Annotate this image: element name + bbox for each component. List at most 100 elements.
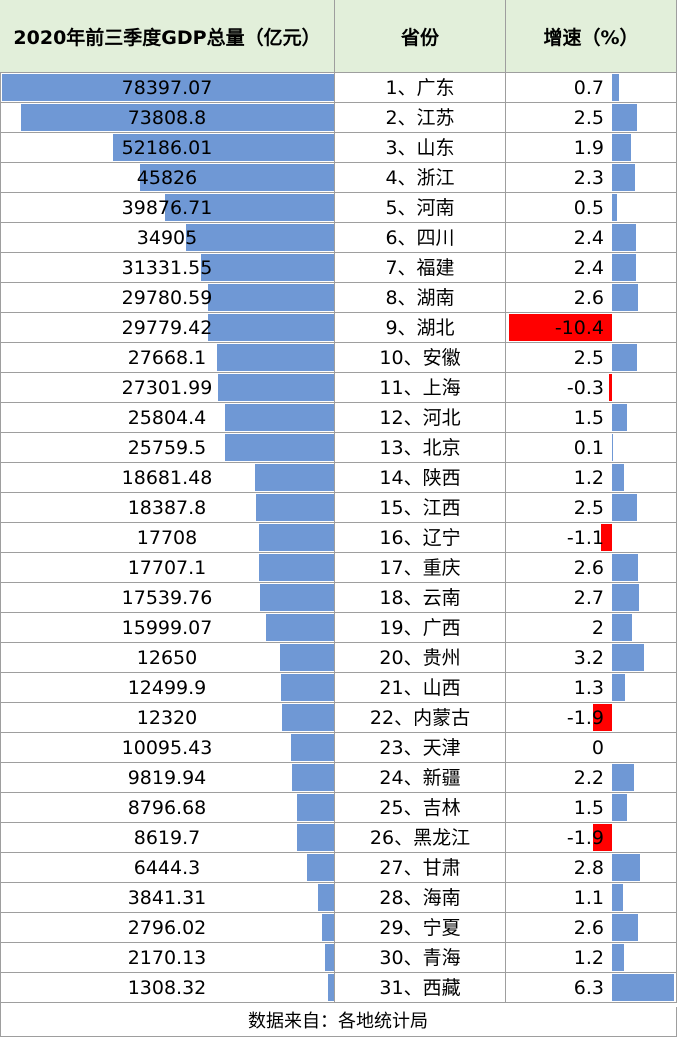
gdp-bar xyxy=(256,494,334,521)
table-row: 12650 20、贵州 3.2 xyxy=(0,643,677,673)
province-cell: 14、陕西 xyxy=(335,463,506,493)
province-cell: 17、重庆 xyxy=(335,553,506,583)
growth-cell: -1.1 xyxy=(506,523,677,553)
growth-value: 0.1 xyxy=(573,437,604,459)
gdp-bar xyxy=(318,884,334,911)
table-row: 15999.07 19、广西 2 xyxy=(0,613,677,643)
province-cell: 29、宁夏 xyxy=(335,913,506,943)
gdp-bar xyxy=(225,404,334,431)
table-row: 17539.76 18、云南 2.7 xyxy=(0,583,677,613)
gdp-cell: 39876.71 xyxy=(0,193,335,223)
growth-bar-positive xyxy=(612,254,636,281)
province-column-header: 省份 xyxy=(335,0,506,73)
gdp-bar xyxy=(280,644,334,671)
growth-bar-positive xyxy=(612,344,637,371)
growth-cell: 2.5 xyxy=(506,103,677,133)
growth-cell: 1.2 xyxy=(506,943,677,973)
growth-value: 2.5 xyxy=(573,107,604,129)
growth-value: 2.8 xyxy=(573,857,604,879)
gdp-bar xyxy=(325,944,334,971)
gdp-value: 8619.7 xyxy=(133,827,201,849)
gdp-value: 29779.42 xyxy=(121,317,213,339)
growth-value: 1.2 xyxy=(573,947,604,969)
gdp-cell: 34905 xyxy=(0,223,335,253)
province-cell: 21、山西 xyxy=(335,673,506,703)
province-cell: 20、贵州 xyxy=(335,643,506,673)
growth-cell: 2.3 xyxy=(506,163,677,193)
growth-value: 2.2 xyxy=(573,767,604,789)
growth-cell: 1.5 xyxy=(506,403,677,433)
growth-cell: 2.2 xyxy=(506,763,677,793)
gdp-cell: 1308.32 xyxy=(0,973,335,1003)
gdp-value: 25759.5 xyxy=(127,437,207,459)
growth-value: 2.5 xyxy=(573,347,604,369)
gdp-value: 27668.1 xyxy=(127,347,207,369)
gdp-cell: 15999.07 xyxy=(0,613,335,643)
province-cell: 7、福建 xyxy=(335,253,506,283)
growth-bar-positive xyxy=(612,434,613,461)
growth-value: 6.3 xyxy=(573,977,604,999)
gdp-value: 31331.55 xyxy=(121,257,213,279)
growth-cell: -1.9 xyxy=(506,823,677,853)
growth-value: 3.2 xyxy=(573,647,604,669)
growth-bar-positive xyxy=(612,764,634,791)
growth-bar-positive xyxy=(612,164,635,191)
growth-cell: 2.4 xyxy=(506,223,677,253)
table-row: 25759.5 13、北京 0.1 xyxy=(0,433,677,463)
growth-cell: 0.7 xyxy=(506,73,677,103)
gdp-cell: 18681.48 xyxy=(0,463,335,493)
growth-cell: 1.9 xyxy=(506,133,677,163)
gdp-value: 39876.71 xyxy=(121,197,213,219)
province-cell: 9、湖北 xyxy=(335,313,506,343)
growth-value: 0.7 xyxy=(573,77,604,99)
gdp-value: 78397.07 xyxy=(121,77,213,99)
gdp-value: 29780.59 xyxy=(121,287,213,309)
gdp-value: 9819.94 xyxy=(127,767,207,789)
gdp-bar xyxy=(201,254,334,281)
gdp-value: 1308.32 xyxy=(127,977,207,999)
gdp-value: 34905 xyxy=(136,227,198,249)
growth-cell: 2.8 xyxy=(506,853,677,883)
growth-bar-positive xyxy=(612,134,631,161)
growth-cell: 2.4 xyxy=(506,253,677,283)
table-row: 3841.31 28、海南 1.1 xyxy=(0,883,677,913)
growth-value: 2.7 xyxy=(573,587,604,609)
gdp-value: 12650 xyxy=(136,647,198,669)
province-cell: 25、吉林 xyxy=(335,793,506,823)
data-source-note: 数据来自：各地统计局 xyxy=(0,1007,677,1037)
gdp-bar xyxy=(266,614,334,641)
gdp-bar xyxy=(2,74,334,101)
gdp-bar xyxy=(217,344,334,371)
gdp-value: 73808.8 xyxy=(127,107,207,129)
table-row: 18681.48 14、陕西 1.2 xyxy=(0,463,677,493)
growth-cell: 1.2 xyxy=(506,463,677,493)
table-row: 29780.59 8、湖南 2.6 xyxy=(0,283,677,313)
gdp-bar xyxy=(307,854,334,881)
gdp-bar xyxy=(186,224,334,251)
gdp-value: 2170.13 xyxy=(127,947,207,969)
gdp-cell: 18387.8 xyxy=(0,493,335,523)
province-cell: 16、辽宁 xyxy=(335,523,506,553)
province-cell: 18、云南 xyxy=(335,583,506,613)
growth-bar-positive xyxy=(612,194,617,221)
province-cell: 4、浙江 xyxy=(335,163,506,193)
gdp-bar xyxy=(225,434,334,461)
growth-column-header: 增速（%） xyxy=(506,0,677,73)
gdp-cell: 8619.7 xyxy=(0,823,335,853)
gdp-bar xyxy=(291,734,334,761)
province-cell: 19、广西 xyxy=(335,613,506,643)
table-row: 25804.4 12、河北 1.5 xyxy=(0,403,677,433)
growth-value: 2.6 xyxy=(573,917,604,939)
growth-bar-positive xyxy=(612,494,637,521)
growth-bar-positive xyxy=(612,464,624,491)
gdp-value: 25804.4 xyxy=(127,407,207,429)
growth-bar-positive xyxy=(612,404,627,431)
gdp-value: 27301.99 xyxy=(121,377,213,399)
growth-value: 2.5 xyxy=(573,497,604,519)
gdp-value: 6444.3 xyxy=(133,857,201,879)
growth-cell: 0.5 xyxy=(506,193,677,223)
table-row: 8619.7 26、黑龙江 -1.9 xyxy=(0,823,677,853)
growth-cell: -1.9 xyxy=(506,703,677,733)
growth-value: 1.2 xyxy=(573,467,604,489)
gdp-cell: 12320 xyxy=(0,703,335,733)
